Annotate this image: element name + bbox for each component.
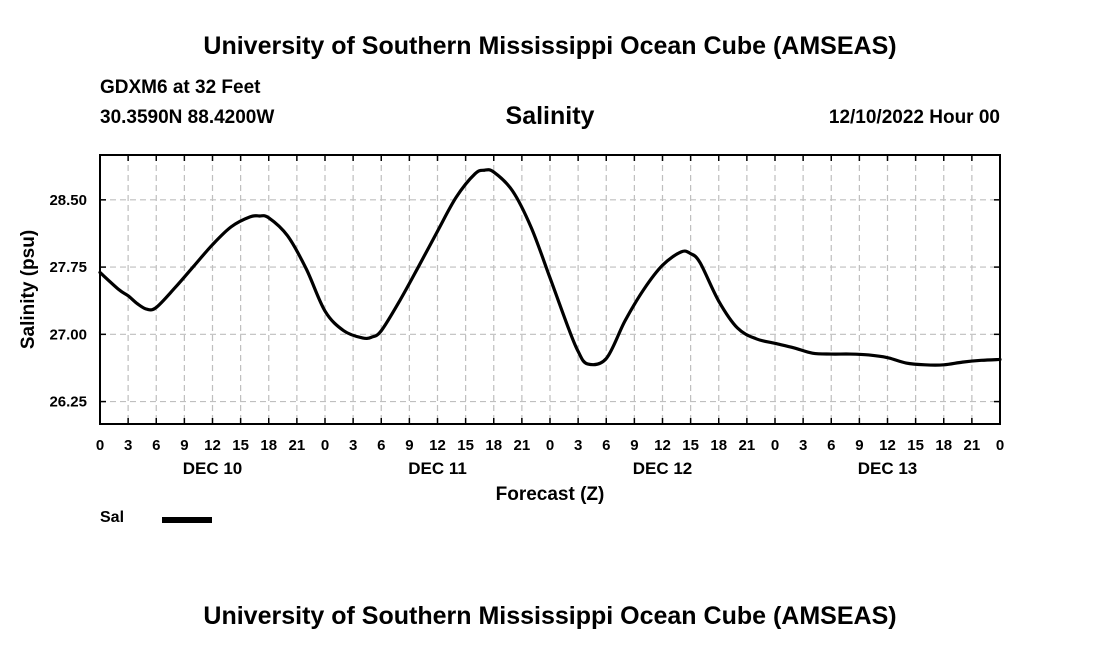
x-tick-label: 18 (935, 437, 952, 454)
day-label: DEC 11 (408, 459, 467, 478)
day-label: DEC 12 (633, 459, 693, 478)
x-tick-label: 3 (124, 437, 132, 454)
x-tick-label: 15 (457, 437, 474, 454)
day-label: DEC 10 (183, 459, 243, 478)
page-title: University of Southern Mississippi Ocean… (203, 32, 897, 60)
x-tick-label: 12 (204, 437, 221, 454)
axis-ticks (99, 155, 1001, 424)
x-tick-label: 9 (405, 437, 413, 454)
day-label: DEC 13 (858, 459, 918, 478)
x-axis-title: Forecast (Z) (496, 484, 605, 505)
x-tick-label: 6 (827, 437, 835, 454)
x-tick-label: 0 (321, 437, 329, 454)
x-tick-label: 9 (855, 437, 863, 454)
x-tick-label: 3 (799, 437, 807, 454)
x-tick-label: 21 (964, 437, 981, 454)
x-tick-label: 0 (771, 437, 779, 454)
x-tick-label: 21 (739, 437, 756, 454)
x-tick-label: 6 (152, 437, 160, 454)
x-tick-label: 3 (574, 437, 582, 454)
x-tick-label: 0 (546, 437, 554, 454)
station-label: GDXM6 at 32 Feet (100, 77, 261, 98)
footer-title: University of Southern Mississippi Ocean… (203, 602, 897, 630)
series-layer (98, 168, 1002, 367)
x-tick-label: 6 (602, 437, 610, 454)
x-tick-label: 12 (654, 437, 671, 454)
chart-title: Salinity (505, 102, 595, 130)
x-tick-label: 21 (289, 437, 306, 454)
axis-labels: 0 3 6 9 12 15 18 21 0 3 6 9 12 15 18 21 0 3 6 9 12 15 18 21 0 3 6 9… (18, 192, 1004, 505)
y-tick-label: 27.00 (49, 326, 87, 343)
legend-line-swatch (162, 517, 212, 523)
forecast-datetime: 12/10/2022 Hour 00 (828, 107, 1000, 128)
x-tick-label: 0 (996, 437, 1004, 454)
y-tick-label: 26.25 (49, 394, 87, 411)
grid (100, 155, 1000, 424)
x-tick-label: 9 (180, 437, 188, 454)
x-tick-label: 21 (514, 437, 531, 454)
x-tick-label: 3 (349, 437, 357, 454)
x-tick-label: 18 (260, 437, 277, 454)
x-tick-label: 12 (879, 437, 896, 454)
x-tick-label: 18 (710, 437, 727, 454)
x-tick-label: 15 (682, 437, 699, 454)
y-tick-label: 28.50 (49, 192, 87, 209)
legend-label: Sal (100, 509, 125, 526)
y-tick-label: 27.75 (49, 259, 87, 276)
x-tick-label: 15 (232, 437, 249, 454)
series-line-sal (98, 168, 1002, 367)
coordinates-label: 30.3590N 88.4200W (100, 107, 275, 128)
x-tick-label: 0 (96, 437, 104, 454)
x-tick-label: 15 (907, 437, 924, 454)
x-tick-label: 6 (377, 437, 385, 454)
x-tick-label: 9 (630, 437, 638, 454)
y-axis-title: Salinity (psu) (18, 230, 39, 349)
x-tick-label: 18 (485, 437, 502, 454)
x-tick-label: 12 (429, 437, 446, 454)
